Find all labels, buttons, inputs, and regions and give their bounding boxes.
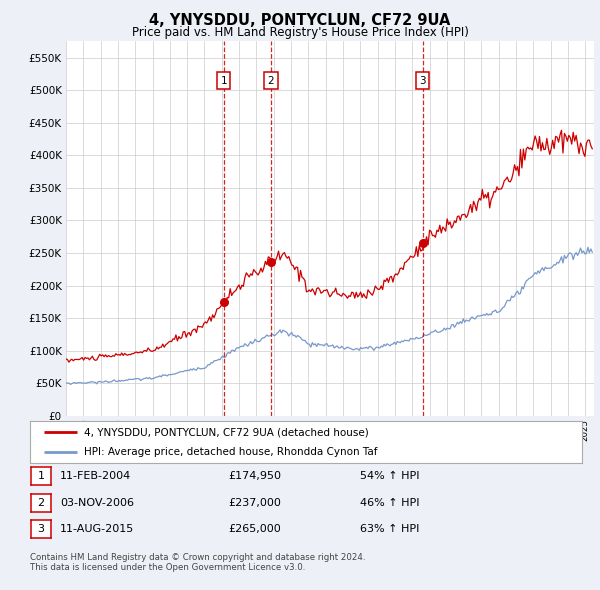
- Text: 4, YNYSDDU, PONTYCLUN, CF72 9UA (detached house): 4, YNYSDDU, PONTYCLUN, CF72 9UA (detache…: [84, 427, 369, 437]
- Text: 46% ↑ HPI: 46% ↑ HPI: [360, 498, 419, 507]
- Text: £174,950: £174,950: [228, 471, 281, 481]
- Text: 54% ↑ HPI: 54% ↑ HPI: [360, 471, 419, 481]
- Text: Price paid vs. HM Land Registry's House Price Index (HPI): Price paid vs. HM Land Registry's House …: [131, 26, 469, 39]
- Text: 2: 2: [268, 76, 274, 86]
- Text: 3: 3: [419, 76, 426, 86]
- Text: 1: 1: [38, 471, 44, 481]
- Text: 2: 2: [38, 498, 44, 507]
- Text: This data is licensed under the Open Government Licence v3.0.: This data is licensed under the Open Gov…: [30, 563, 305, 572]
- Text: £265,000: £265,000: [228, 525, 281, 534]
- Text: 3: 3: [38, 525, 44, 534]
- Text: Contains HM Land Registry data © Crown copyright and database right 2024.: Contains HM Land Registry data © Crown c…: [30, 553, 365, 562]
- Text: 11-AUG-2015: 11-AUG-2015: [60, 525, 134, 534]
- Text: 63% ↑ HPI: 63% ↑ HPI: [360, 525, 419, 534]
- Text: HPI: Average price, detached house, Rhondda Cynon Taf: HPI: Average price, detached house, Rhon…: [84, 447, 377, 457]
- Text: 4, YNYSDDU, PONTYCLUN, CF72 9UA: 4, YNYSDDU, PONTYCLUN, CF72 9UA: [149, 13, 451, 28]
- Text: 03-NOV-2006: 03-NOV-2006: [60, 498, 134, 507]
- Text: £237,000: £237,000: [228, 498, 281, 507]
- Text: 1: 1: [220, 76, 227, 86]
- Text: 11-FEB-2004: 11-FEB-2004: [60, 471, 131, 481]
